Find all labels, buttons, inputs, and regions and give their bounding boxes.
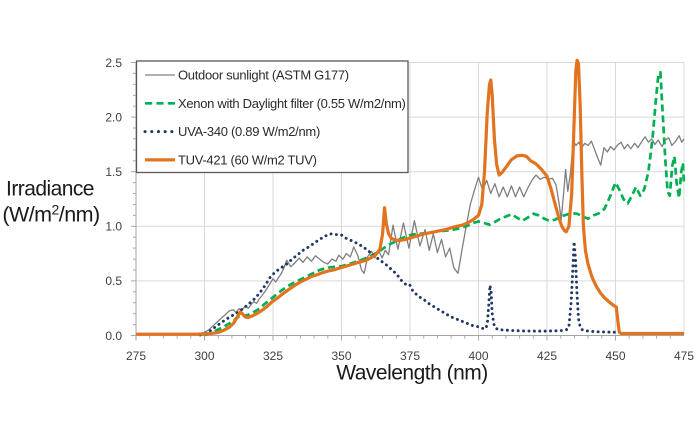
svg-text:350: 350 (331, 349, 351, 363)
svg-text:1.0: 1.0 (105, 220, 122, 234)
svg-text:UVA-340 (0.89 W/m2/nm): UVA-340 (0.89 W/m2/nm) (178, 124, 320, 139)
svg-text:325: 325 (263, 349, 283, 363)
svg-text:0.0: 0.0 (105, 329, 122, 343)
svg-text:Xenon with Daylight filter (0.: Xenon with Daylight filter (0.55 W/m2/nm… (178, 96, 406, 111)
svg-text:Outdoor sunlight (ASTM G177): Outdoor sunlight (ASTM G177) (178, 68, 349, 83)
svg-text:400: 400 (468, 349, 488, 363)
svg-text:TUV-421 (60 W/m2 TUV): TUV-421 (60 W/m2 TUV) (178, 153, 317, 168)
svg-text:0.5: 0.5 (105, 274, 122, 288)
svg-text:Wavelength (nm): Wavelength (nm) (336, 362, 488, 385)
svg-text:2.0: 2.0 (105, 110, 122, 124)
svg-text:475: 475 (674, 349, 694, 363)
svg-text:375: 375 (400, 349, 420, 363)
svg-text:300: 300 (194, 349, 214, 363)
svg-text:425: 425 (537, 349, 557, 363)
svg-text:2.5: 2.5 (105, 56, 122, 70)
svg-text:275: 275 (126, 349, 146, 363)
svg-text:1.5: 1.5 (105, 165, 122, 179)
svg-text:Irradiance: Irradiance (6, 177, 94, 200)
svg-text:450: 450 (605, 349, 625, 363)
svg-text:(W/m2/nm): (W/m2/nm) (2, 201, 99, 226)
